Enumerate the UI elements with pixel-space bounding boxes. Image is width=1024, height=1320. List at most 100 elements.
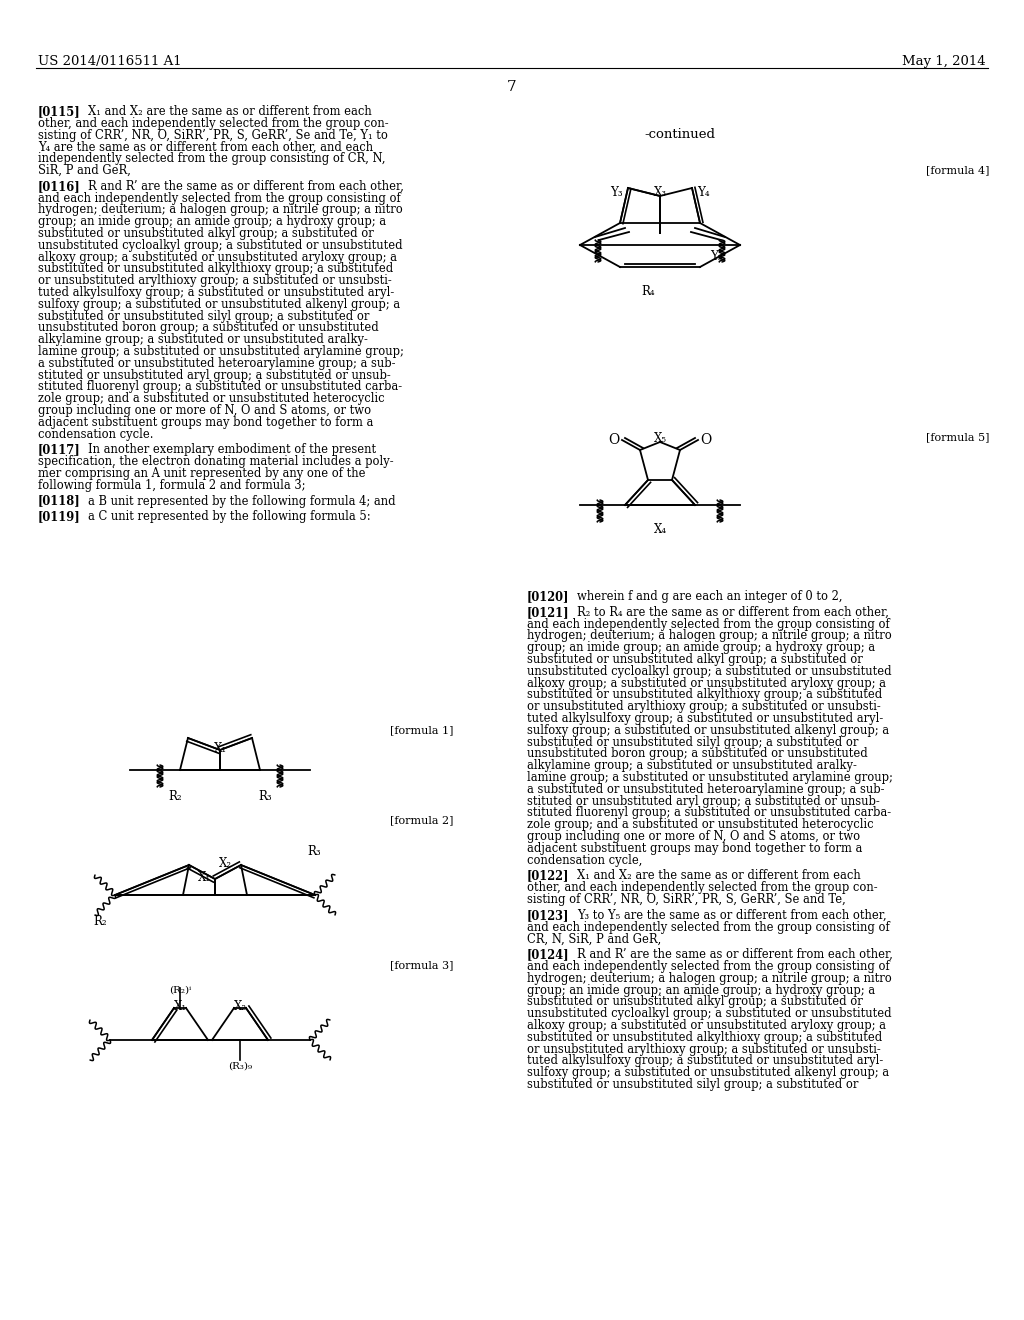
Text: substituted or unsubstituted silyl group; a substituted or: substituted or unsubstituted silyl group…	[38, 310, 370, 322]
Text: CR, N, SiR, P and GeR,: CR, N, SiR, P and GeR,	[527, 932, 662, 945]
Text: zole group; and a substituted or unsubstituted heterocyclic: zole group; and a substituted or unsubst…	[527, 818, 873, 832]
Text: [formula 5]: [formula 5]	[927, 432, 990, 442]
Text: alkoxy group; a substituted or unsubstituted aryloxy group; a: alkoxy group; a substituted or unsubstit…	[38, 251, 397, 264]
Text: X₂: X₂	[219, 857, 232, 870]
Text: specification, the electron donating material includes a poly-: specification, the electron donating mat…	[38, 455, 393, 469]
Text: R₃: R₃	[258, 789, 271, 803]
Text: [0120]: [0120]	[527, 590, 569, 603]
Text: and each independently selected from the group consisting of: and each independently selected from the…	[527, 960, 890, 973]
Text: condensation cycle,: condensation cycle,	[527, 854, 642, 867]
Text: sisting of CRR’, NR, O, SiRR’, PR, S, GeRR’, Se and Te,: sisting of CRR’, NR, O, SiRR’, PR, S, Ge…	[527, 894, 846, 906]
Text: X₁: X₁	[198, 871, 211, 884]
Text: zole group; and a substituted or unsubstituted heterocyclic: zole group; and a substituted or unsubst…	[38, 392, 385, 405]
Text: [0121]: [0121]	[527, 606, 569, 619]
Text: substituted or unsubstituted alkyl group; a substituted or: substituted or unsubstituted alkyl group…	[527, 995, 863, 1008]
Text: unsubstituted cycloalkyl group; a substituted or unsubstituted: unsubstituted cycloalkyl group; a substi…	[527, 1007, 892, 1020]
Text: lamine group; a substituted or unsubstituted arylamine group;: lamine group; a substituted or unsubstit…	[527, 771, 893, 784]
Text: mer comprising an A unit represented by any one of the: mer comprising an A unit represented by …	[38, 467, 366, 480]
Text: X₃: X₃	[653, 186, 667, 199]
Text: independently selected from the group consisting of CR, N,: independently selected from the group co…	[38, 152, 385, 165]
Text: [0119]: [0119]	[38, 511, 81, 524]
Text: alkylamine group; a substituted or unsubstituted aralky-: alkylamine group; a substituted or unsub…	[38, 333, 368, 346]
Text: [formula 2]: [formula 2]	[389, 814, 453, 825]
Text: sulfoxy group; a substituted or unsubstituted alkenyl group; a: sulfoxy group; a substituted or unsubsti…	[527, 1067, 889, 1080]
Text: adjacent substituent groups may bond together to form a: adjacent substituent groups may bond tog…	[527, 842, 862, 855]
Text: R₃: R₃	[307, 845, 321, 858]
Text: Y₄ are the same as or different from each other, and each: Y₄ are the same as or different from eac…	[38, 140, 373, 153]
Text: substituted or unsubstituted silyl group; a substituted or: substituted or unsubstituted silyl group…	[527, 735, 858, 748]
Text: alkoxy group; a substituted or unsubstituted aryloxy group; a: alkoxy group; a substituted or unsubstit…	[527, 677, 886, 689]
Text: X₅: X₅	[653, 432, 667, 445]
Text: [0123]: [0123]	[527, 908, 569, 921]
Text: other, and each independently selected from the group con-: other, and each independently selected f…	[38, 116, 389, 129]
Text: R and R’ are the same as or different from each other,: R and R’ are the same as or different fr…	[88, 180, 403, 193]
Text: alkylamine group; a substituted or unsubstituted aralky-: alkylamine group; a substituted or unsub…	[527, 759, 857, 772]
Text: [0115]: [0115]	[38, 106, 81, 117]
Text: hydrogen; deuterium; a halogen group; a nitrile group; a nitro: hydrogen; deuterium; a halogen group; a …	[38, 203, 402, 216]
Text: wherein f and g are each an integer of 0 to 2,: wherein f and g are each an integer of 0…	[577, 590, 843, 603]
Text: Y₃: Y₃	[610, 186, 623, 199]
Text: X₂: X₂	[233, 1001, 247, 1012]
Text: O: O	[700, 433, 712, 447]
Text: O: O	[608, 433, 620, 447]
Text: R₄: R₄	[641, 285, 654, 298]
Text: and each independently selected from the group consisting of: and each independently selected from the…	[527, 920, 890, 933]
Text: X₁: X₁	[173, 1001, 186, 1012]
Text: R₂: R₂	[93, 915, 106, 928]
Text: alkoxy group; a substituted or unsubstituted aryloxy group; a: alkoxy group; a substituted or unsubstit…	[527, 1019, 886, 1032]
Text: [0122]: [0122]	[527, 870, 569, 882]
Text: other, and each independently selected from the group con-: other, and each independently selected f…	[527, 882, 878, 894]
Text: group; an imide group; an amide group; a hydroxy group; a: group; an imide group; an amide group; a…	[38, 215, 386, 228]
Text: unsubstituted boron group; a substituted or unsubstituted: unsubstituted boron group; a substituted…	[38, 321, 379, 334]
Text: group including one or more of N, O and S atoms, or two: group including one or more of N, O and …	[527, 830, 860, 843]
Text: hydrogen; deuterium; a halogen group; a nitrile group; a nitro: hydrogen; deuterium; a halogen group; a …	[527, 630, 892, 643]
Text: or unsubstituted arylthioxy group; a substituted or unsubsti-: or unsubstituted arylthioxy group; a sub…	[527, 700, 881, 713]
Text: -continued: -continued	[644, 128, 716, 141]
Text: stituted or unsubstituted aryl group; a substituted or unsub-: stituted or unsubstituted aryl group; a …	[527, 795, 880, 808]
Text: lamine group; a substituted or unsubstituted arylamine group;: lamine group; a substituted or unsubstit…	[38, 345, 403, 358]
Text: group; an imide group; an amide group; a hydroxy group; a: group; an imide group; an amide group; a…	[527, 983, 876, 997]
Text: sulfoxy group; a substituted or unsubstituted alkenyl group; a: sulfoxy group; a substituted or unsubsti…	[38, 298, 400, 310]
Text: adjacent substituent groups may bond together to form a: adjacent substituent groups may bond tog…	[38, 416, 374, 429]
Text: [0124]: [0124]	[527, 948, 569, 961]
Text: SiR, P and GeR,: SiR, P and GeR,	[38, 164, 131, 177]
Text: R and R’ are the same as or different from each other,: R and R’ are the same as or different fr…	[577, 948, 893, 961]
Text: stituted fluorenyl group; a substituted or unsubstituted carba-: stituted fluorenyl group; a substituted …	[38, 380, 402, 393]
Text: [0118]: [0118]	[38, 495, 81, 508]
Text: R₂: R₂	[168, 789, 182, 803]
Text: Y₃ to Y₅ are the same as or different from each other,: Y₃ to Y₅ are the same as or different fr…	[577, 908, 887, 921]
Text: substituted or unsubstituted alkylthioxy group; a substituted: substituted or unsubstituted alkylthioxy…	[527, 689, 883, 701]
Text: a substituted or unsubstituted heteroarylamine group; a sub-: a substituted or unsubstituted heteroary…	[527, 783, 885, 796]
Text: group including one or more of N, O and S atoms, or two: group including one or more of N, O and …	[38, 404, 371, 417]
Text: [formula 1]: [formula 1]	[389, 725, 453, 735]
Text: [formula 3]: [formula 3]	[389, 960, 453, 970]
Text: (R₃)₉: (R₃)₉	[228, 1063, 252, 1071]
Text: [formula 4]: [formula 4]	[927, 165, 990, 176]
Text: substituted or unsubstituted silyl group; a substituted or: substituted or unsubstituted silyl group…	[527, 1078, 858, 1092]
Text: stituted fluorenyl group; a substituted or unsubstituted carba-: stituted fluorenyl group; a substituted …	[527, 807, 891, 820]
Text: US 2014/0116511 A1: US 2014/0116511 A1	[38, 55, 181, 69]
Text: (R₂)ⁱ: (R₂)ⁱ	[169, 986, 191, 995]
Text: and each independently selected from the group consisting of: and each independently selected from the…	[527, 618, 890, 631]
Text: X₁ and X₂ are the same as or different from each: X₁ and X₂ are the same as or different f…	[88, 106, 372, 117]
Text: Y₅: Y₅	[710, 249, 723, 263]
Text: sisting of CRR’, NR, O, SiRR’, PR, S, GeRR’, Se and Te, Y₁ to: sisting of CRR’, NR, O, SiRR’, PR, S, Ge…	[38, 128, 388, 141]
Text: unsubstituted cycloalkyl group; a substituted or unsubstituted: unsubstituted cycloalkyl group; a substi…	[527, 665, 892, 677]
Text: stituted or unsubstituted aryl group; a substituted or unsub-: stituted or unsubstituted aryl group; a …	[38, 368, 391, 381]
Text: following formula 1, formula 2 and formula 3;: following formula 1, formula 2 and formu…	[38, 479, 305, 492]
Text: sulfoxy group; a substituted or unsubstituted alkenyl group; a: sulfoxy group; a substituted or unsubsti…	[527, 723, 889, 737]
Text: and each independently selected from the group consisting of: and each independently selected from the…	[38, 191, 400, 205]
Text: May 1, 2014: May 1, 2014	[902, 55, 986, 69]
Text: [0117]: [0117]	[38, 444, 81, 457]
Text: tuted alkylsulfoxy group; a substituted or unsubstituted aryl-: tuted alkylsulfoxy group; a substituted …	[527, 1055, 884, 1068]
Text: In another exemplary embodiment of the present: In another exemplary embodiment of the p…	[88, 444, 376, 457]
Text: substituted or unsubstituted alkyl group; a substituted or: substituted or unsubstituted alkyl group…	[38, 227, 374, 240]
Text: or unsubstituted arylthioxy group; a substituted or unsubsti-: or unsubstituted arylthioxy group; a sub…	[38, 275, 392, 288]
Text: tuted alkylsulfoxy group; a substituted or unsubstituted aryl-: tuted alkylsulfoxy group; a substituted …	[38, 286, 394, 300]
Text: hydrogen; deuterium; a halogen group; a nitrile group; a nitro: hydrogen; deuterium; a halogen group; a …	[527, 972, 892, 985]
Text: tuted alkylsulfoxy group; a substituted or unsubstituted aryl-: tuted alkylsulfoxy group; a substituted …	[527, 711, 884, 725]
Text: unsubstituted boron group; a substituted or unsubstituted: unsubstituted boron group; a substituted…	[527, 747, 867, 760]
Text: group; an imide group; an amide group; a hydroxy group; a: group; an imide group; an amide group; a…	[527, 642, 876, 655]
Text: [0116]: [0116]	[38, 180, 81, 193]
Text: substituted or unsubstituted alkyl group; a substituted or: substituted or unsubstituted alkyl group…	[527, 653, 863, 667]
